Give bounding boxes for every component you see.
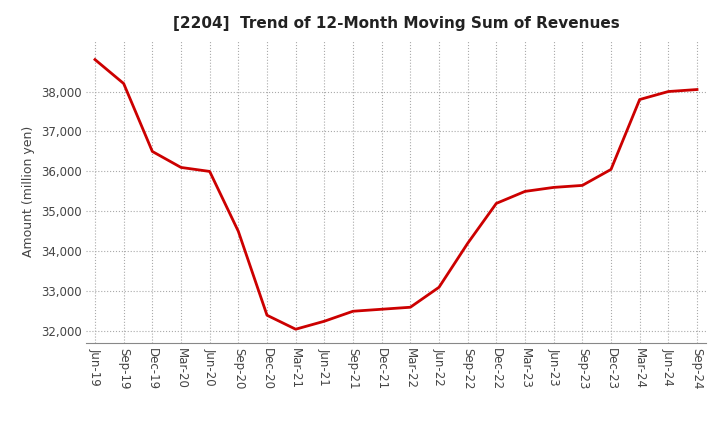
- Title: [2204]  Trend of 12-Month Moving Sum of Revenues: [2204] Trend of 12-Month Moving Sum of R…: [173, 16, 619, 32]
- Y-axis label: Amount (million yen): Amount (million yen): [22, 126, 35, 257]
